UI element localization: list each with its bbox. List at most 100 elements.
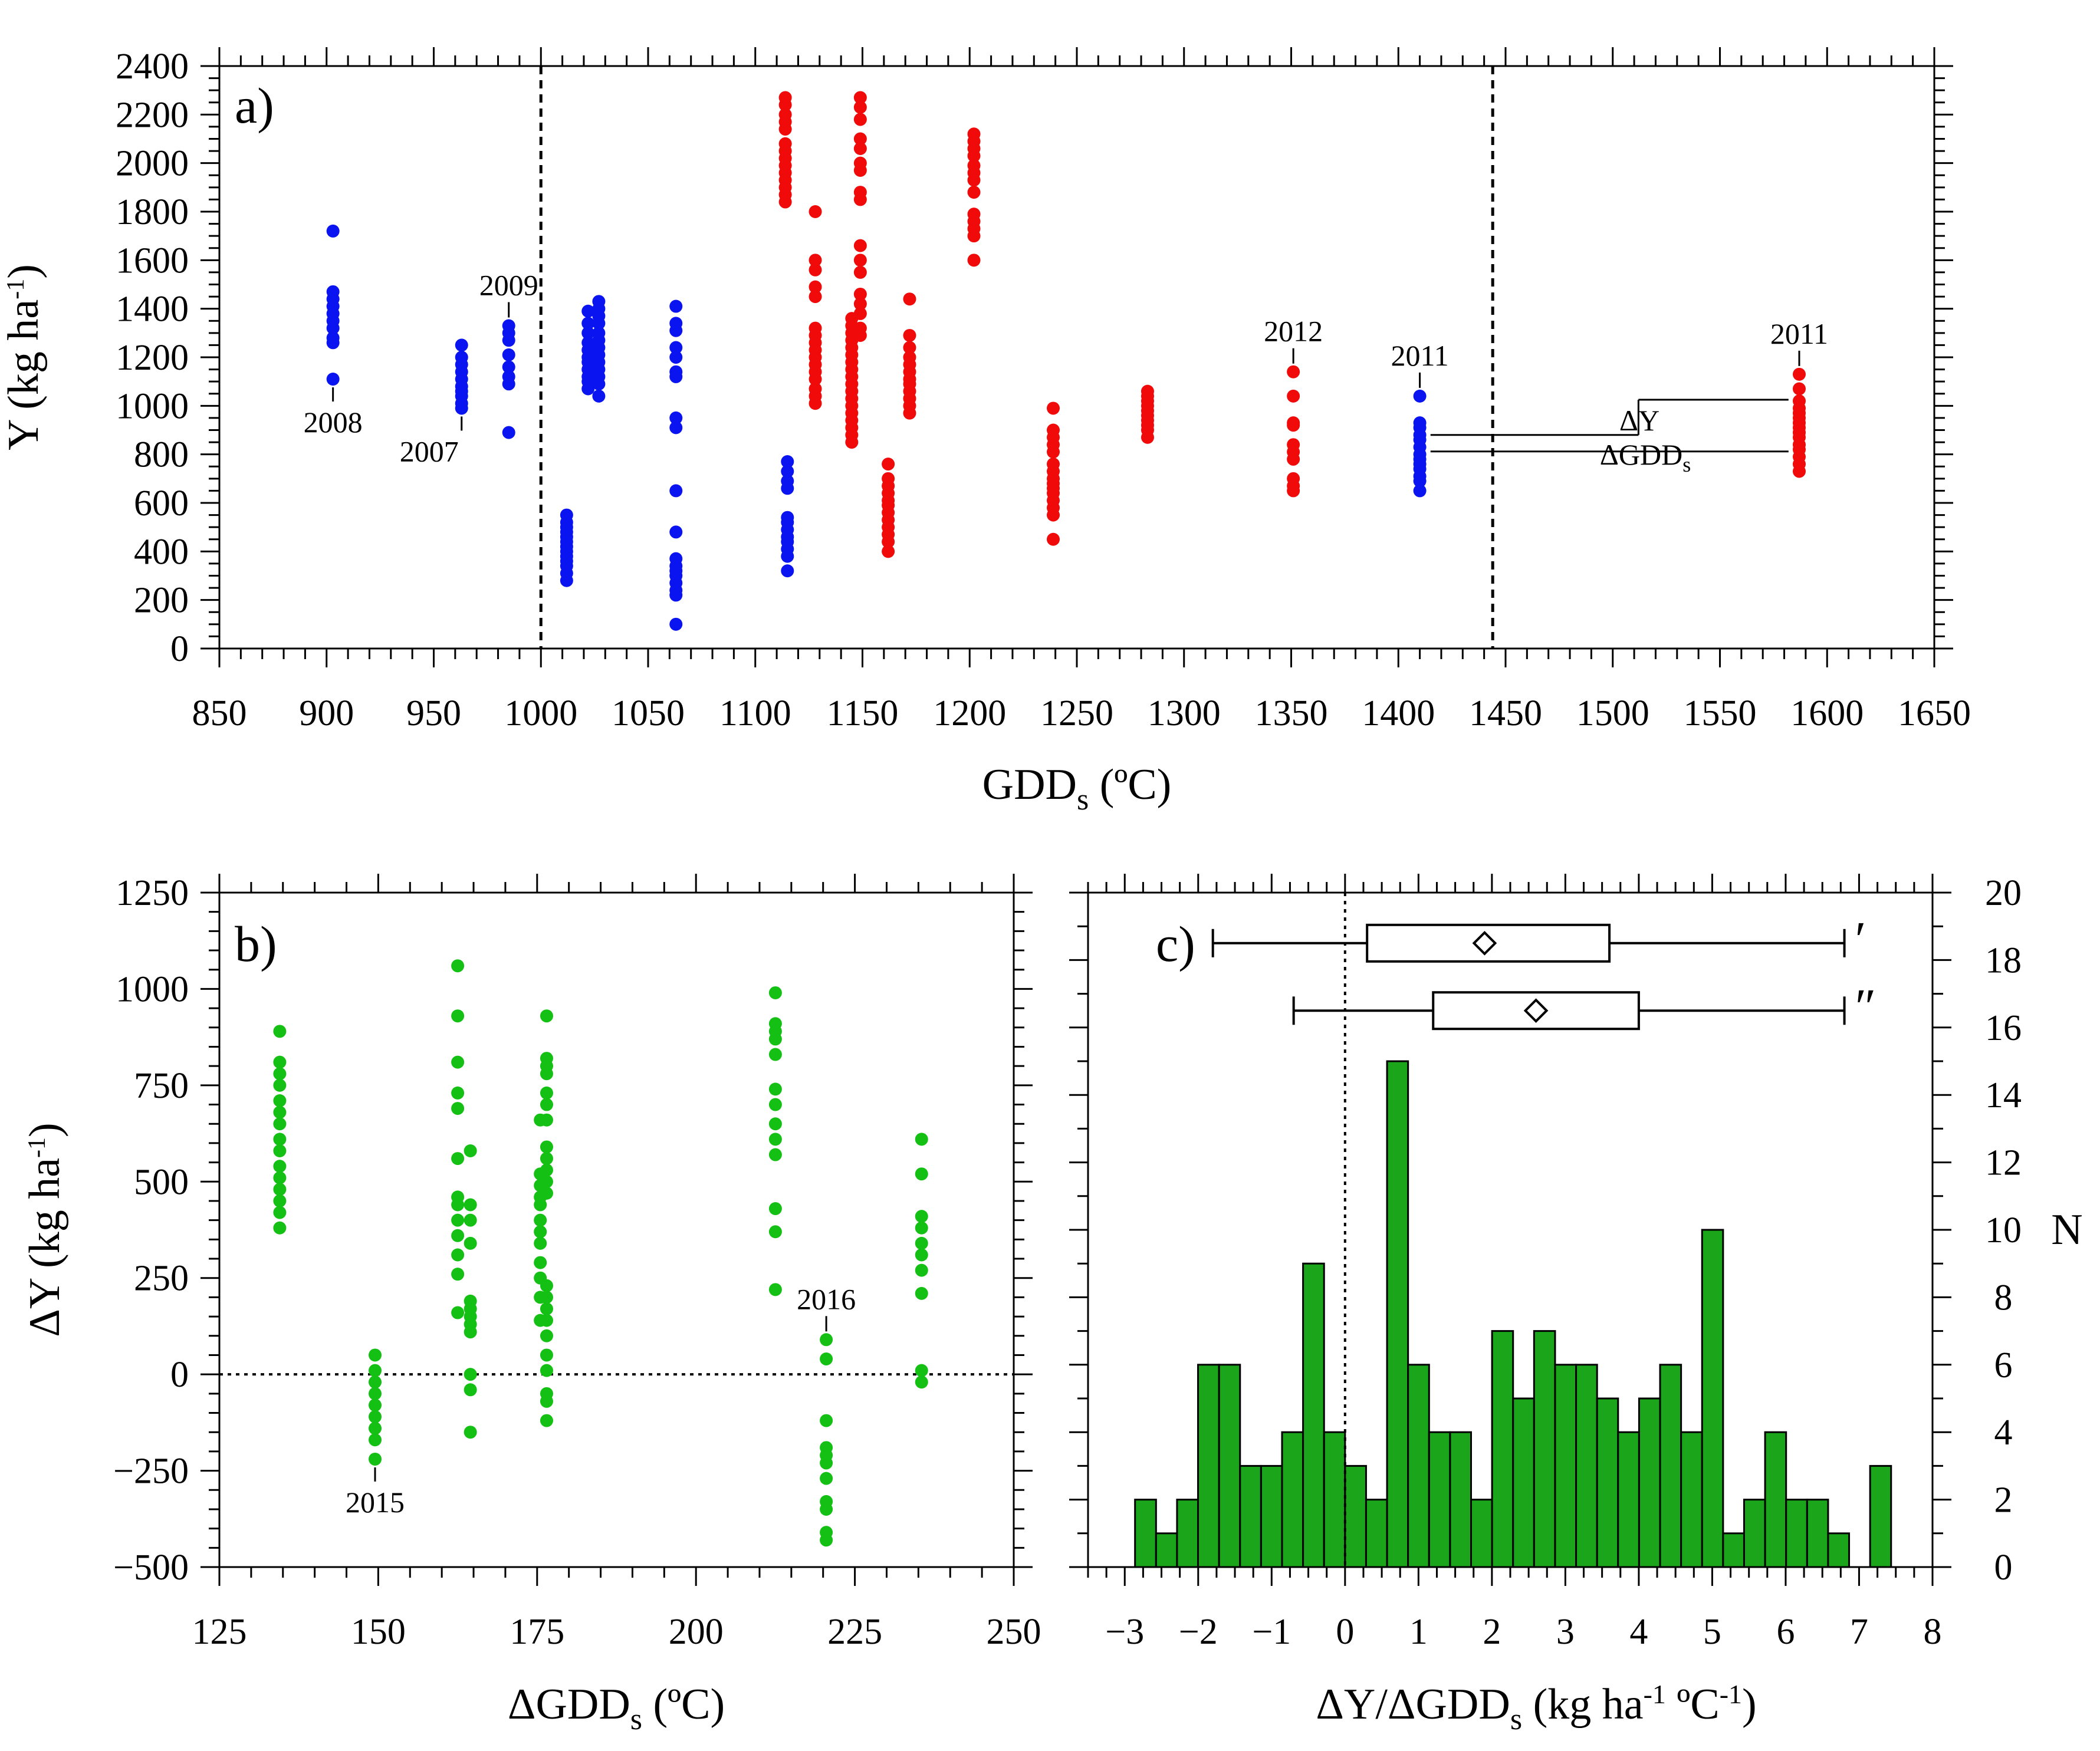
histogram-bar bbox=[1281, 1431, 1304, 1568]
red-point bbox=[853, 193, 867, 206]
x-tick-label: 225 bbox=[827, 1612, 882, 1652]
green-point bbox=[369, 1398, 382, 1412]
boxplot-mean-diamond bbox=[1472, 930, 1497, 956]
green-point bbox=[451, 1306, 465, 1319]
x-tick-label: 1350 bbox=[1255, 693, 1328, 733]
blue-point bbox=[592, 317, 606, 330]
histogram-bar bbox=[1722, 1532, 1745, 1568]
panel-a: a) 850 900 950 1000 1050 1100 1150 1200 1250 1300… bbox=[0, 47, 1971, 817]
green-point bbox=[768, 1148, 782, 1161]
red-point bbox=[853, 254, 867, 267]
green-point bbox=[768, 1048, 782, 1061]
red-point bbox=[853, 91, 867, 104]
panel-c-label: c) bbox=[1156, 916, 1195, 972]
blue-point bbox=[669, 421, 683, 435]
blue-point bbox=[560, 574, 573, 587]
green-point bbox=[820, 1352, 833, 1365]
year-annotation: 2015 bbox=[346, 1486, 405, 1519]
green-point bbox=[915, 1236, 928, 1250]
red-point bbox=[1792, 382, 1806, 396]
green-point bbox=[534, 1198, 547, 1212]
y-tick-label: 10 bbox=[1985, 1210, 2022, 1250]
x-tick-label: 900 bbox=[299, 693, 354, 733]
histogram-bar bbox=[1344, 1464, 1367, 1568]
histogram-bar bbox=[1512, 1397, 1535, 1568]
green-point bbox=[273, 1078, 287, 1092]
x-tick-label: 1400 bbox=[1362, 693, 1435, 733]
histogram-bar bbox=[1218, 1364, 1241, 1568]
green-point bbox=[768, 1283, 782, 1296]
green-point bbox=[540, 1364, 553, 1377]
green-point bbox=[915, 1248, 928, 1262]
green-point bbox=[451, 1198, 465, 1212]
red-point bbox=[778, 123, 792, 136]
red-point bbox=[853, 265, 867, 279]
panel-b-ylabel: ΔY (kg ha-1) bbox=[21, 1123, 69, 1337]
x-tick-label: 1 bbox=[1409, 1612, 1428, 1652]
green-point bbox=[915, 1364, 928, 1377]
green-point bbox=[464, 1213, 477, 1227]
green-point bbox=[273, 1221, 287, 1235]
year-annotation: 2011 bbox=[1770, 317, 1828, 350]
histogram-bar bbox=[1806, 1499, 1829, 1568]
red-point bbox=[809, 397, 822, 410]
red-point bbox=[853, 287, 867, 301]
red-point bbox=[1792, 465, 1806, 478]
y-tick-label: 12 bbox=[1985, 1143, 2022, 1183]
histogram-bar bbox=[1323, 1431, 1346, 1568]
histogram-bar bbox=[1701, 1229, 1724, 1568]
green-point bbox=[540, 1163, 553, 1177]
blue-point bbox=[669, 525, 683, 539]
green-point bbox=[451, 1213, 465, 1227]
blue-point bbox=[669, 617, 683, 631]
red-point bbox=[903, 406, 916, 420]
histogram-bar bbox=[1617, 1431, 1640, 1568]
red-point bbox=[882, 545, 895, 558]
year-annotation: 2012 bbox=[1264, 315, 1323, 348]
green-point bbox=[540, 1394, 553, 1408]
green-point bbox=[451, 1086, 465, 1100]
green-point bbox=[451, 1102, 465, 1115]
green-point bbox=[540, 1152, 553, 1166]
y-tick-label: 16 bbox=[1985, 1008, 2022, 1048]
x-tick-label: 8 bbox=[1924, 1612, 1942, 1652]
x-tick-label: 950 bbox=[406, 693, 461, 733]
green-point bbox=[540, 1067, 553, 1081]
blue-point bbox=[502, 334, 515, 347]
green-point bbox=[451, 1268, 465, 1281]
green-point bbox=[540, 1009, 553, 1023]
red-point bbox=[778, 195, 792, 209]
green-point bbox=[273, 1025, 287, 1038]
red-point bbox=[1792, 367, 1806, 381]
y-tick-label: 1000 bbox=[116, 386, 189, 426]
y-tick-label: 1250 bbox=[116, 873, 189, 913]
green-point bbox=[369, 1348, 382, 1362]
green-point bbox=[534, 1256, 547, 1269]
red-point bbox=[1287, 419, 1300, 432]
y-tick-label: 250 bbox=[134, 1259, 189, 1299]
y-tick-label: 500 bbox=[134, 1162, 189, 1202]
panel-b-label: b) bbox=[235, 916, 277, 972]
histogram-bar bbox=[1869, 1464, 1892, 1568]
red-point bbox=[778, 98, 792, 111]
blue-point bbox=[781, 564, 794, 578]
y-tick-label: 1000 bbox=[116, 969, 189, 1009]
green-point bbox=[540, 1279, 553, 1292]
blue-point bbox=[326, 224, 340, 238]
green-point bbox=[464, 1383, 477, 1397]
y-tick-label: 1400 bbox=[116, 289, 189, 330]
green-point bbox=[369, 1433, 382, 1447]
panel-a-label: a) bbox=[235, 77, 274, 134]
red-point bbox=[1047, 445, 1060, 459]
green-point bbox=[820, 1333, 833, 1347]
red-point bbox=[903, 341, 916, 354]
histogram-bar bbox=[1827, 1532, 1851, 1568]
x-tick-label: 3 bbox=[1556, 1612, 1575, 1652]
y-tick-label: 8 bbox=[1994, 1278, 2013, 1318]
green-point bbox=[540, 1302, 553, 1316]
x-tick-label: 6 bbox=[1776, 1612, 1795, 1652]
x-tick-label: 4 bbox=[1629, 1612, 1648, 1652]
green-point bbox=[768, 1098, 782, 1111]
